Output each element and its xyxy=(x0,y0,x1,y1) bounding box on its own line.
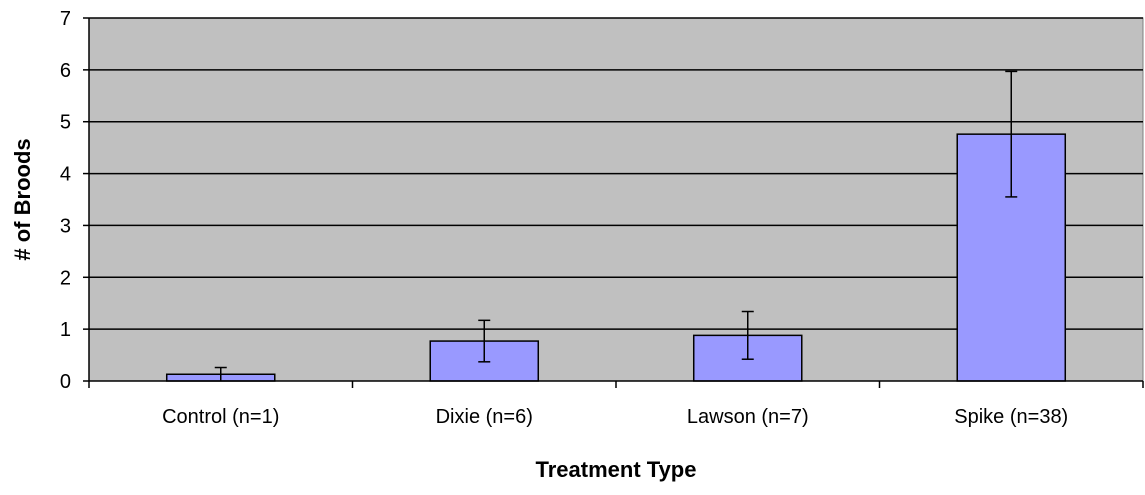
y-tick-labels: 0 1 2 3 4 5 6 7 xyxy=(60,8,71,393)
error-bars xyxy=(214,70,1018,381)
x-tick-label-1: Dixie (n=6) xyxy=(436,406,533,428)
y-tick-label-1: 1 xyxy=(60,319,71,341)
y-tick-label-4: 4 xyxy=(60,164,71,186)
x-tick-label-0: Control (n=1) xyxy=(162,406,279,428)
y-tick-label-3: 3 xyxy=(60,215,71,237)
y-tick-label-0: 0 xyxy=(60,371,71,393)
error-bar-3 xyxy=(1005,70,1018,198)
error-bar-1 xyxy=(478,319,491,363)
error-bar-0 xyxy=(214,366,227,381)
x-tick-label-2: Lawson (n=7) xyxy=(687,406,809,428)
x-tick-labels: Control (n=1) Dixie (n=6) Lawson (n=7) Spik… xyxy=(162,406,1068,428)
y-tick-label-6: 6 xyxy=(60,60,71,82)
axes xyxy=(83,17,1144,388)
x-tick-label-3: Spike (n=38) xyxy=(954,406,1068,428)
y-tick-label-2: 2 xyxy=(60,267,71,289)
x-axis-title: Treatment Type xyxy=(536,457,697,482)
error-bar-2 xyxy=(741,310,754,360)
y-tick-label-7: 7 xyxy=(60,8,71,30)
y-tick-label-5: 5 xyxy=(60,112,71,134)
y-axis-title: # of Broods xyxy=(10,138,35,260)
